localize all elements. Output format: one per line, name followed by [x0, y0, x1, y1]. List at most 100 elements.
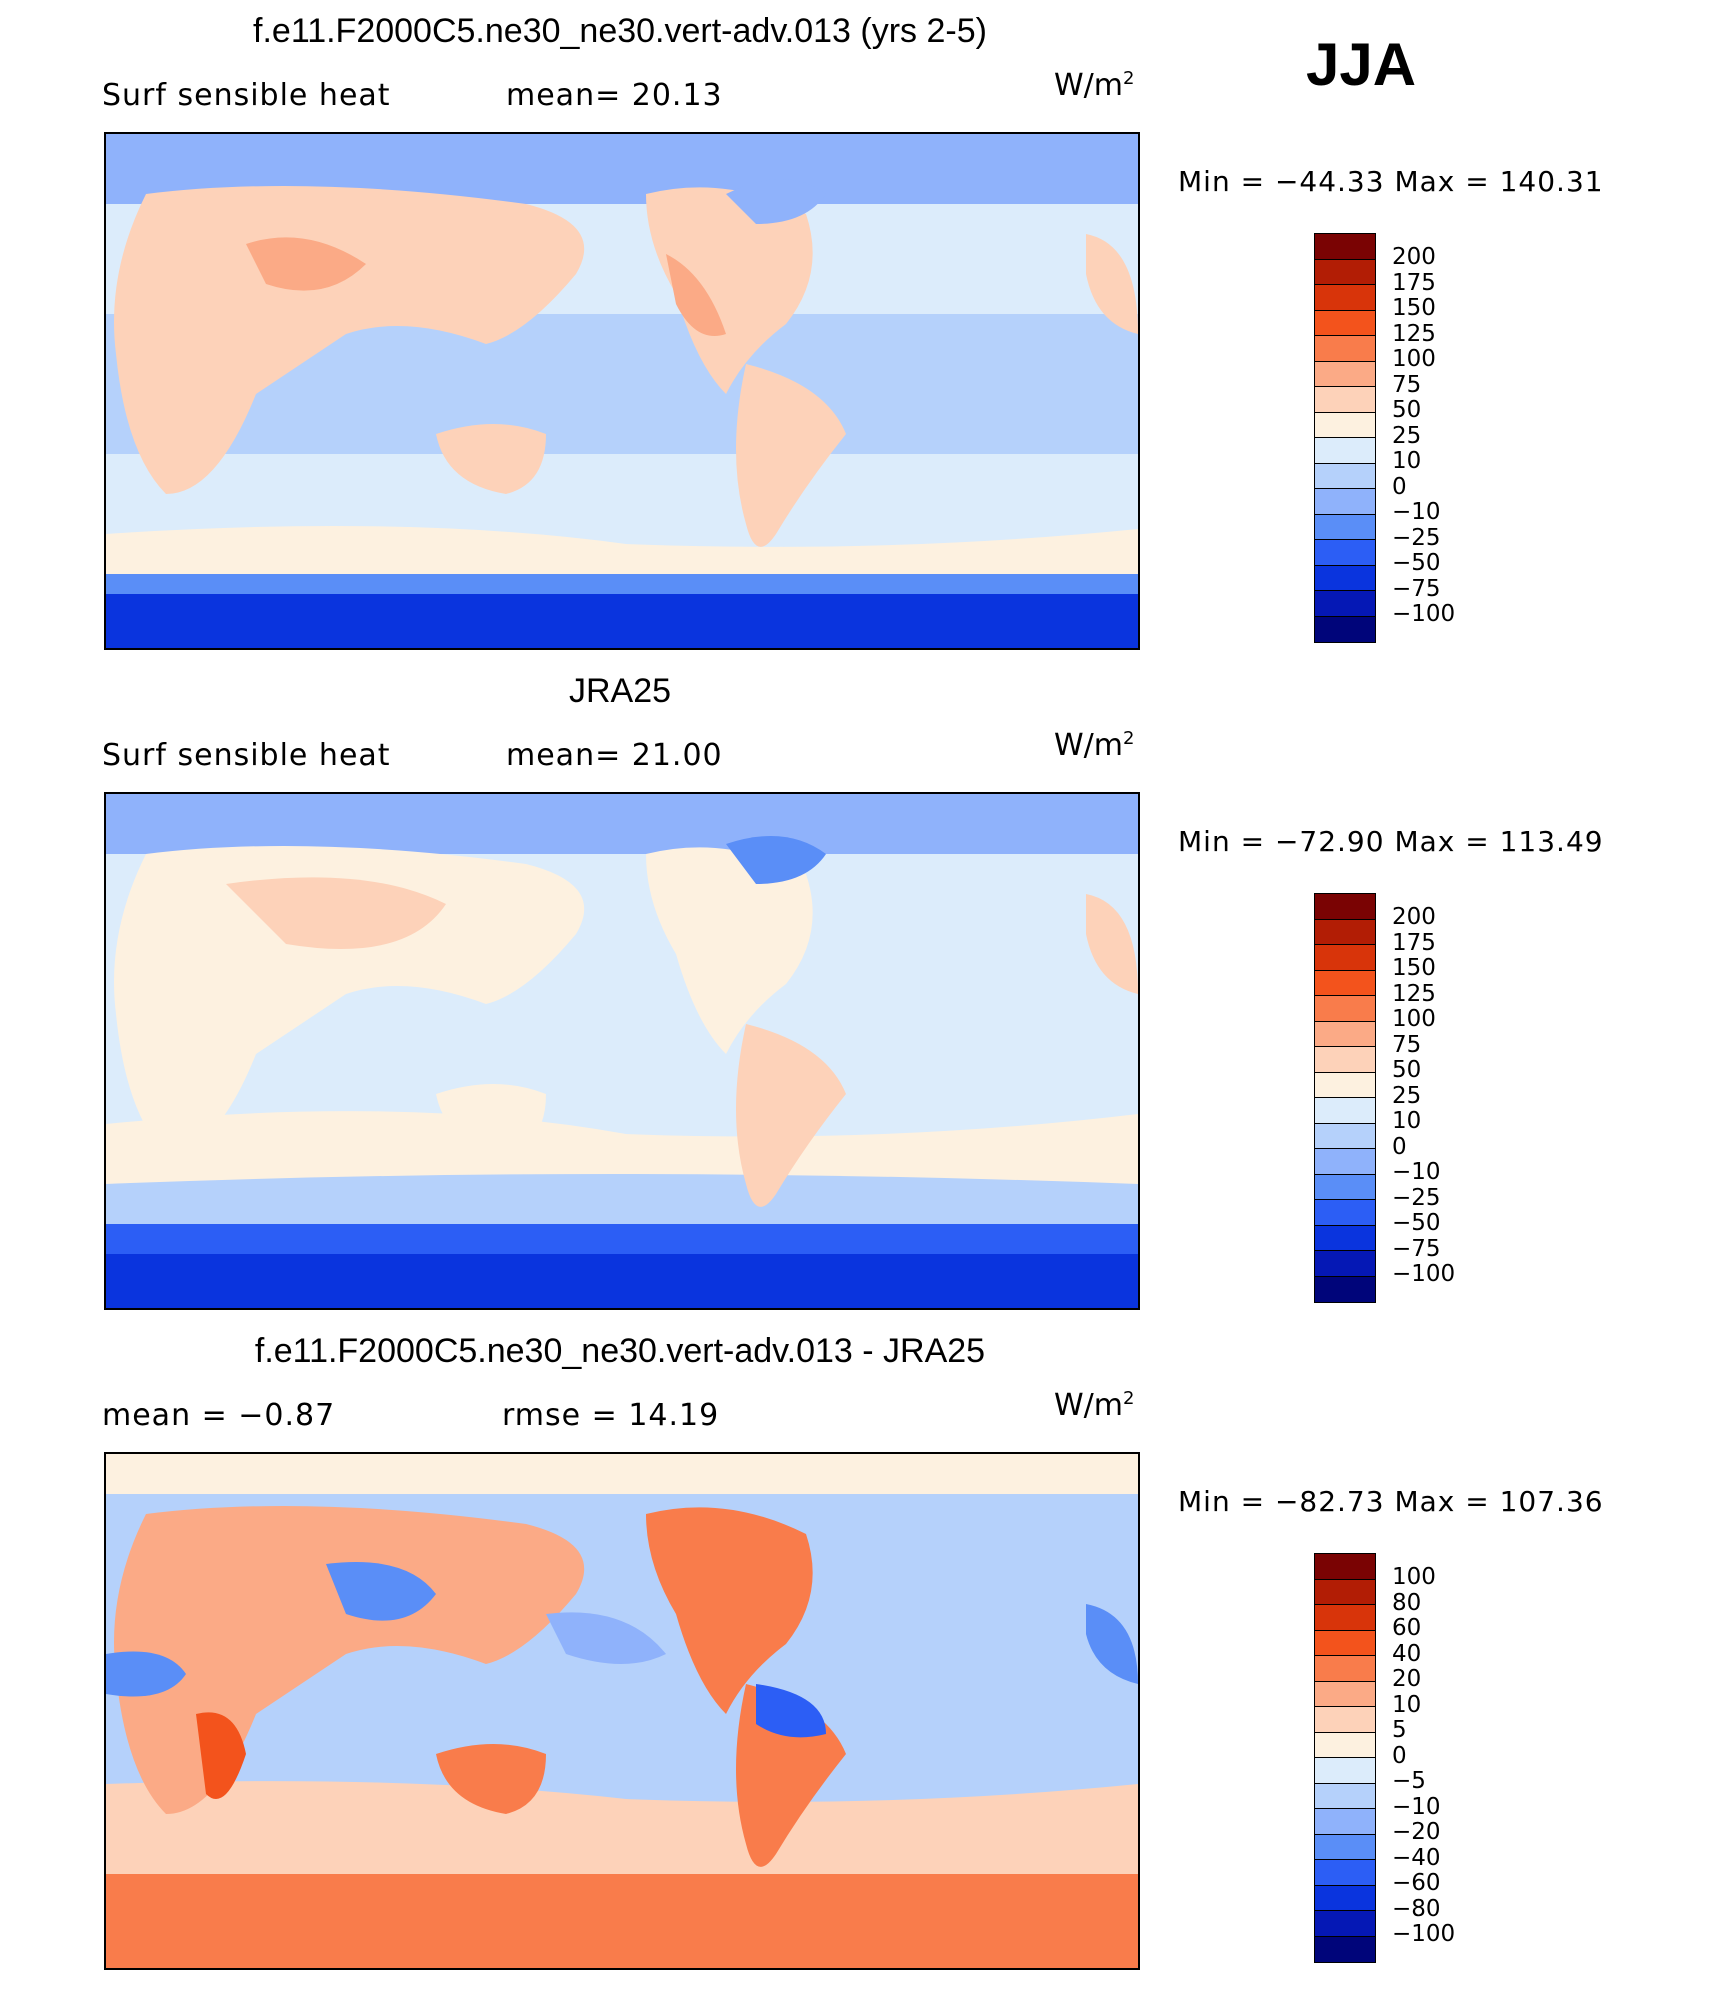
colorbar-swatch: [1315, 945, 1375, 971]
colorbar-label: 150: [1392, 955, 1436, 981]
panel-2-title: JRA25: [568, 672, 672, 710]
colorbar-label: −75: [1392, 1235, 1441, 1262]
colorbar-label: 40: [1392, 1640, 1422, 1667]
colorbar-swatch: [1315, 1123, 1375, 1149]
colorbar-label: 25: [1392, 422, 1422, 449]
colorbar-swatch: [1315, 919, 1375, 945]
colorbar-swatch: [1315, 412, 1375, 438]
panel-3-colorbar-labels: 100 80 60 40 20 10 5 0 −5 −10 −20 −40 −60 −80 −100: [1392, 1564, 1456, 1948]
colorbar-label: −5: [1392, 1768, 1426, 1794]
colorbar-label: 200: [1392, 244, 1436, 270]
panel-2-colorbar-labels: 200 175 150 125 100 75 50 25 10 0 −10 −25 −50 −75 −100: [1392, 904, 1456, 1288]
colorbar-label: 25: [1392, 1082, 1422, 1109]
colorbar-label: 125: [1392, 320, 1436, 347]
colorbar-label: 10: [1392, 1108, 1422, 1134]
colorbar-swatch: [1315, 1098, 1375, 1124]
colorbar-swatch: [1315, 591, 1375, 617]
colorbar-label: −10: [1392, 1159, 1441, 1185]
colorbar-label: −10: [1392, 499, 1441, 525]
panel-1-map: [104, 132, 1140, 650]
colorbar-swatch: [1315, 1200, 1375, 1226]
panel-3-colorbar: [1314, 1553, 1376, 1963]
colorbar-label: 0: [1392, 1742, 1407, 1769]
colorbar-label: −50: [1392, 1210, 1441, 1236]
colorbar-swatch: [1315, 361, 1375, 387]
colorbar-swatch: [1315, 1936, 1375, 1962]
colorbar-swatch: [1315, 259, 1375, 285]
colorbar-swatch: [1315, 1605, 1375, 1631]
colorbar-swatch: [1315, 310, 1375, 336]
colorbar-label: 50: [1392, 1057, 1422, 1083]
colorbar-swatch: [1315, 1630, 1375, 1656]
colorbar-label: 75: [1392, 1031, 1422, 1058]
colorbar-swatch: [1315, 336, 1375, 362]
colorbar-swatch: [1315, 1885, 1375, 1911]
panel-1-colorbar-labels: 200 175 150 125 100 75 50 25 10 0 −10 −25 −50 −75 −100: [1392, 244, 1455, 628]
colorbar-label: 175: [1392, 929, 1436, 956]
colorbar-swatch: [1315, 970, 1375, 996]
colorbar-label: 100: [1392, 1006, 1436, 1032]
colorbar-label: 200: [1392, 904, 1436, 930]
colorbar-swatch: [1315, 1276, 1375, 1302]
panel-2-map: [104, 792, 1140, 1310]
panel-3-units: W/m2: [1054, 1388, 1135, 1423]
colorbar-swatch: [1315, 1860, 1375, 1886]
colorbar-swatch: [1315, 463, 1375, 489]
colorbar-label: −25: [1392, 524, 1441, 551]
colorbar-swatch: [1315, 996, 1375, 1022]
colorbar-swatch: [1315, 1174, 1375, 1200]
colorbar-swatch: [1315, 234, 1375, 260]
colorbar-swatch: [1315, 1251, 1375, 1277]
panel-1-mean-label: mean= 20.13: [506, 78, 723, 113]
panel-1-units: W/m2: [1054, 68, 1135, 103]
colorbar-swatch: [1315, 1911, 1375, 1937]
colorbar-swatch: [1315, 1656, 1375, 1682]
panel-3-map-field: [106, 1454, 1138, 1968]
panel-2-mean-label: mean= 21.00: [506, 738, 723, 773]
colorbar-swatch: [1315, 489, 1375, 515]
colorbar-swatch: [1315, 1783, 1375, 1809]
colorbar-label: 20: [1392, 1666, 1422, 1692]
colorbar-label: −25: [1392, 1184, 1441, 1211]
panel-2-units: W/m2: [1054, 728, 1135, 763]
colorbar-label: 0: [1392, 1133, 1407, 1160]
colorbar-swatch: [1315, 438, 1375, 464]
colorbar-swatch: [1315, 1809, 1375, 1835]
colorbar-label: 100: [1392, 346, 1436, 372]
panel-2-minmax: Min = −72.90 Max = 113.49: [1178, 825, 1604, 858]
colorbar-swatch: [1315, 285, 1375, 311]
colorbar-label: −100: [1392, 1921, 1456, 1947]
colorbar-swatch: [1315, 616, 1375, 642]
panel-2-map-field: [106, 794, 1138, 1308]
panel-1-map-field: [106, 134, 1138, 648]
colorbar-label: −75: [1392, 575, 1441, 602]
panel-3-map: [104, 1452, 1140, 1970]
colorbar-label: 150: [1392, 295, 1436, 321]
panel-2-colorbar: [1314, 893, 1376, 1303]
colorbar-swatch: [1315, 1225, 1375, 1251]
colorbar-label: 60: [1392, 1615, 1422, 1641]
panel-1-minmax: Min = −44.33 Max = 140.31: [1178, 165, 1604, 198]
panel-1-colorbar: [1314, 233, 1376, 643]
colorbar-swatch: [1315, 894, 1375, 920]
colorbar-label: 10: [1392, 448, 1422, 474]
colorbar-label: 175: [1392, 269, 1436, 296]
panel-3-minmax: Min = −82.73 Max = 107.36: [1178, 1485, 1604, 1518]
colorbar-label: −100: [1392, 1261, 1456, 1287]
colorbar-swatch: [1315, 1047, 1375, 1073]
colorbar-label: −20: [1392, 1819, 1441, 1845]
colorbar-label: −40: [1392, 1844, 1441, 1871]
colorbar-swatch: [1315, 1579, 1375, 1605]
colorbar-label: 100: [1392, 1564, 1436, 1590]
colorbar-label: 75: [1392, 371, 1422, 398]
colorbar-swatch: [1315, 1021, 1375, 1047]
panel-3-title: f.e11.F2000C5.ne30_ne30.vert-adv.013 - J…: [254, 1332, 986, 1370]
colorbar-swatch: [1315, 1707, 1375, 1733]
colorbar-swatch: [1315, 1834, 1375, 1860]
colorbar-label: 10: [1392, 1691, 1422, 1718]
colorbar-label: 0: [1392, 473, 1407, 500]
colorbar-label: −10: [1392, 1793, 1441, 1820]
season-label: JJA: [1306, 31, 1417, 98]
colorbar-swatch: [1315, 1149, 1375, 1175]
panel-1-variable-label: Surf sensible heat: [102, 78, 391, 113]
